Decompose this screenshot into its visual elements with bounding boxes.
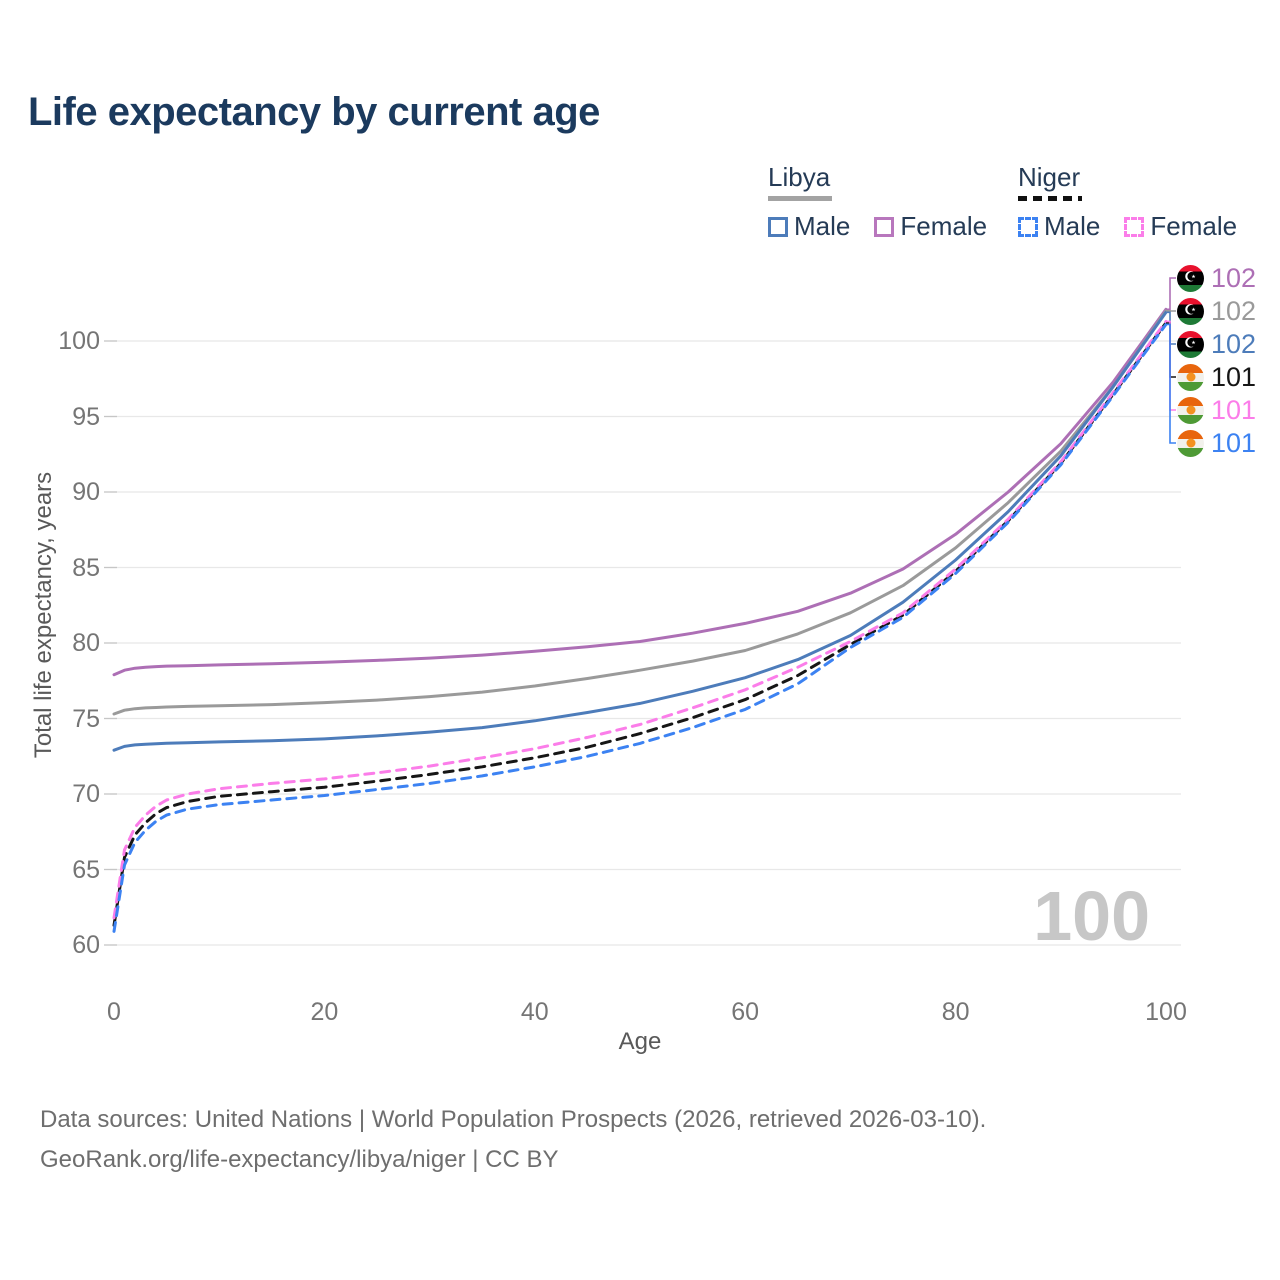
x-axis-title: Age — [618, 1028, 662, 1055]
libya-male-swatch-icon — [768, 216, 788, 237]
series-line-niger-female[interactable] — [112, 319, 1168, 920]
legend-item-libya-male[interactable]: Male — [768, 211, 850, 242]
end-label-row-niger-both: 101 — [1177, 361, 1257, 392]
x-tick-label: 0 — [107, 998, 121, 1026]
legend-item-niger-male[interactable]: Male — [1018, 211, 1100, 242]
legend-label-libya-male: Male — [794, 211, 851, 241]
y-tick-label: 70 — [72, 780, 100, 808]
series-line-libya-female[interactable] — [112, 307, 1168, 677]
x-tick-label: 20 — [310, 998, 339, 1026]
legend-underline-libya-solid-line — [768, 196, 832, 201]
niger-sun-emblem — [1186, 405, 1195, 415]
y-tick-label: 65 — [72, 855, 100, 884]
legend-label-niger-male: Male — [1044, 211, 1101, 241]
legend-item-niger-female[interactable]: Female — [1124, 211, 1237, 242]
legend-heading-libya: Libya — [768, 162, 831, 192]
end-label-value: 101 — [1211, 394, 1257, 425]
page-title: Life expectancy by current age — [28, 90, 600, 134]
y-tick-label: 80 — [72, 629, 100, 657]
x-tick-label: 80 — [941, 998, 970, 1026]
x-tick-label: 40 — [520, 998, 549, 1026]
libya-flag-icon: ☪ — [1177, 264, 1204, 292]
end-label-leader-line — [1166, 277, 1176, 311]
series-line-niger-both[interactable] — [112, 321, 1168, 927]
legend-item-libya-female[interactable]: Female — [874, 211, 987, 242]
y-tick-label: 90 — [72, 478, 100, 506]
legend-row-libya: Male Female — [768, 211, 1011, 242]
hovered-age-indicator: 100 — [1033, 877, 1150, 955]
legend-group-libya: Libya Male Female — [768, 162, 1011, 242]
niger-female-swatch-icon — [1124, 216, 1145, 237]
end-label-leader-line — [1166, 311, 1176, 345]
y-tick-label: 100 — [58, 327, 100, 355]
legend-label-niger-female: Female — [1150, 211, 1238, 241]
data-sources-text: Data sources: United Nations | World Pop… — [40, 1106, 987, 1133]
y-tick-label: 75 — [72, 704, 100, 733]
end-label-value: 101 — [1211, 361, 1257, 392]
libya-flag-icon: ☪ — [1177, 297, 1204, 325]
series-line-libya-both[interactable] — [112, 309, 1168, 716]
end-label-row-niger-female: 101 — [1177, 394, 1257, 425]
series-line-niger-male[interactable] — [112, 322, 1168, 933]
end-label-value: 101 — [1211, 427, 1257, 458]
end-label-value: 102 — [1211, 295, 1257, 326]
libya-flag-icon: ☪ — [1177, 330, 1204, 358]
crescent-star-emblem: ☪ — [1183, 302, 1197, 319]
end-label-row-libya-female: ☪ 102 — [1177, 262, 1257, 293]
end-label-leader-line — [1166, 323, 1176, 444]
x-tick-label: 60 — [731, 998, 760, 1026]
end-label-row-niger-male: 101 — [1177, 427, 1257, 458]
legend-heading-niger: Niger — [1018, 162, 1081, 192]
y-tick-label: 60 — [72, 931, 100, 959]
libya-female-swatch-icon — [874, 216, 895, 237]
legend-row-niger: Male Female — [1018, 211, 1261, 242]
attribution-text: GeoRank.org/life-expectancy/libya/niger … — [40, 1146, 559, 1173]
legend-underline-niger-dashed-line — [1018, 196, 1082, 201]
end-label-value: 102 — [1211, 328, 1257, 359]
niger-sun-emblem — [1186, 438, 1195, 448]
crescent-star-emblem: ☪ — [1183, 269, 1197, 286]
niger-sun-emblem — [1186, 372, 1195, 382]
y-tick-label: 95 — [72, 402, 100, 431]
legend-label-libya-female: Female — [900, 211, 988, 241]
end-label-row-libya-both: ☪ 102 — [1177, 295, 1257, 326]
niger-flag-icon — [1177, 429, 1204, 457]
end-label-leader-line — [1166, 320, 1176, 411]
niger-flag-icon — [1177, 396, 1204, 424]
y-tick-label: 85 — [72, 553, 100, 582]
crescent-star-emblem: ☪ — [1183, 335, 1197, 352]
series-line-libya-male[interactable] — [112, 310, 1168, 752]
legend-group-niger: Niger Male Female — [1018, 162, 1261, 242]
niger-flag-icon — [1177, 363, 1204, 391]
end-label-row-libya-male: ☪ 102 — [1177, 328, 1257, 359]
end-label-value: 102 — [1211, 262, 1257, 293]
niger-male-swatch-icon — [1018, 216, 1038, 237]
end-label-leader-line — [1166, 322, 1176, 378]
x-tick-label: 100 — [1145, 998, 1187, 1026]
